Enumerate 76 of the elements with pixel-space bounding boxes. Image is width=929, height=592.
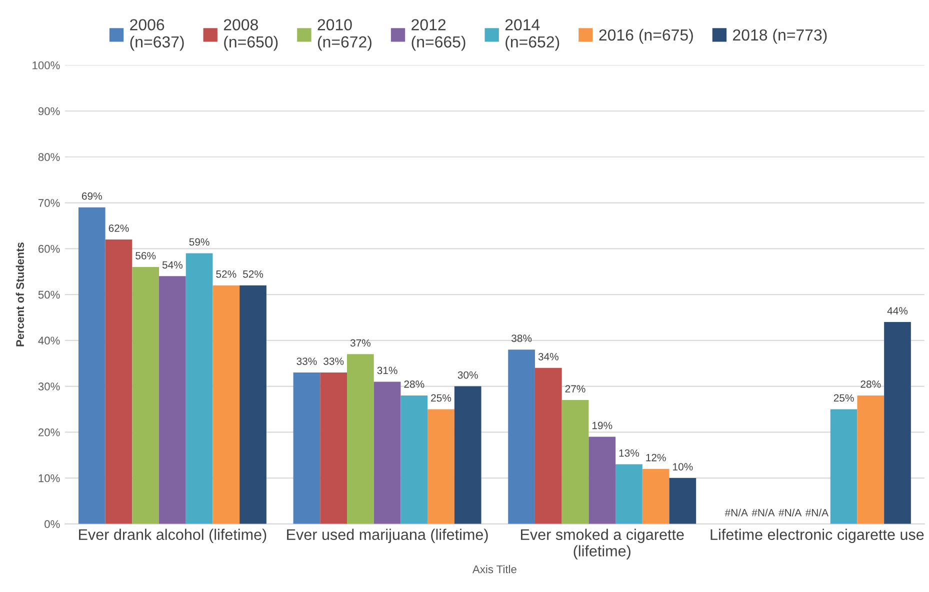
bar (400, 395, 428, 524)
text: #N/A (752, 508, 775, 516)
text: #N/A (805, 508, 828, 516)
data-label: 28% (404, 380, 424, 388)
bar (642, 468, 670, 524)
data-label: 62% (108, 224, 129, 232)
bar (132, 266, 160, 524)
data-label: 25% (834, 394, 854, 402)
bar (454, 386, 482, 524)
legend-label: 2016 (n=675) (599, 28, 693, 44)
bar (562, 400, 589, 524)
data-label: 25% (431, 394, 452, 402)
y-tick-label: 60% (38, 244, 60, 253)
y-axis-title: Percent of Students (16, 242, 24, 346)
bar (616, 464, 642, 524)
bar (830, 409, 858, 524)
x-tick-label: Ever smoked a cigarette (lifetime) (521, 528, 684, 560)
y-tick-label: 40% (38, 336, 60, 345)
bar (588, 436, 616, 524)
data-label: 37% (350, 339, 370, 347)
bar (212, 285, 240, 524)
data-label: 27% (565, 385, 586, 392)
data-label: 59% (189, 238, 210, 246)
data-label: 33% (324, 358, 344, 365)
y-tick-label: 100% (32, 61, 60, 70)
data-label: 69% (82, 192, 102, 200)
bar (186, 253, 213, 524)
data-label: 33% (296, 358, 317, 365)
y-tick-label: 80% (38, 153, 60, 162)
data-label: 12% (646, 454, 666, 462)
bar (669, 478, 696, 524)
x-tick-label: Ever drank alcohol (lifetime) (79, 528, 266, 544)
y-tick-label: 30% (38, 382, 60, 390)
bar (320, 372, 347, 524)
y-tick-label: 10% (38, 474, 60, 482)
bar (857, 395, 884, 524)
legend-label: 2012 (n=665) (412, 19, 466, 51)
data-label: 28% (860, 380, 881, 388)
data-label: 56% (136, 252, 156, 260)
x-tick-label: Ever used marijuana (lifetime) (287, 528, 488, 544)
data-label: 38% (512, 334, 532, 342)
x-tick-label: Lifetime electronic cigarette use (710, 528, 924, 544)
data-label: 31% (377, 366, 398, 374)
legend-label: 2008 (n=650) (224, 19, 278, 51)
data-label: 44% (887, 307, 908, 314)
data-label: 52% (243, 270, 264, 278)
legend-label: 2006 (n=637) (130, 19, 184, 51)
y-tick-label: 70% (38, 199, 60, 207)
data-label: 34% (538, 352, 558, 360)
bar (240, 285, 266, 524)
bar (78, 207, 106, 524)
bar (428, 409, 454, 524)
data-label: 19% (592, 422, 612, 430)
bar (346, 354, 374, 524)
y-tick-label: 90% (38, 107, 60, 116)
data-label: 13% (619, 449, 640, 457)
data-label: 10% (673, 463, 693, 470)
bar (374, 382, 401, 524)
bar (293, 372, 320, 524)
legend-label: 2010 (n=672) (318, 19, 372, 51)
data-label: 52% (216, 270, 236, 278)
legend-label: 2018 (n=773) (733, 28, 827, 44)
text: #N/A (778, 508, 802, 516)
bar (534, 368, 562, 524)
y-tick-label: 0% (44, 520, 60, 528)
bar (884, 322, 911, 524)
x-axis-title: Axis Title (472, 565, 516, 574)
text: #N/A (724, 508, 748, 516)
data-label: 30% (458, 371, 478, 379)
bar (159, 276, 186, 524)
bar (105, 239, 132, 524)
y-tick-label: 20% (38, 428, 60, 436)
bar (508, 350, 535, 524)
legend-label: 2014 (n=652) (505, 19, 560, 51)
data-label: 54% (162, 261, 182, 269)
y-tick-label: 50% (38, 290, 60, 299)
